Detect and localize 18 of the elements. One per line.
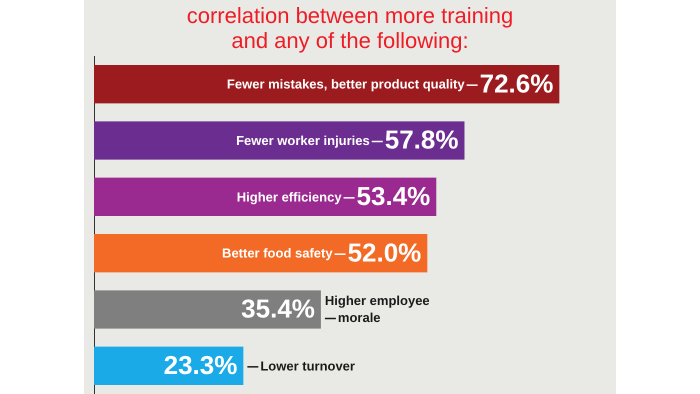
- y-tick-label: Lower turnover: [260, 358, 355, 374]
- bar: [94, 178, 436, 216]
- bar: [94, 290, 321, 329]
- bar: [94, 121, 464, 160]
- chart-title: correlation between more training and any of the following:: [186, 2, 514, 55]
- data-label: 53.4%: [356, 181, 430, 212]
- y-tick-label: Higher efficiency: [236, 189, 342, 204]
- data-label: 35.4%: [241, 294, 315, 324]
- y-tick-label: Fewer worker injuries: [236, 133, 370, 148]
- bar: [94, 65, 560, 104]
- y-tick-label: Fewer mistakes, better product quality: [226, 76, 466, 92]
- y-tick-label: Higher employee morale: [324, 293, 430, 326]
- data-label: 52.0%: [348, 237, 422, 268]
- bar: [94, 234, 428, 272]
- data-label: 72.6%: [480, 68, 554, 98]
- data-label: 57.8%: [384, 124, 458, 155]
- y-tick-label: Better food safety: [222, 246, 334, 261]
- data-label: 23.3%: [164, 350, 238, 380]
